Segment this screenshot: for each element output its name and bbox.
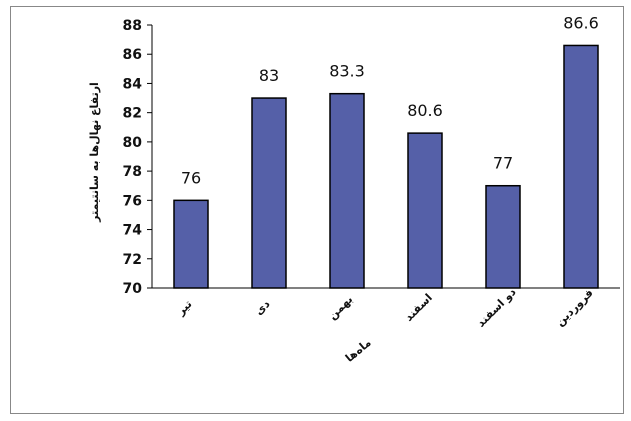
x-axis-title: ماه‌ها	[343, 336, 374, 365]
category-label: تیر	[174, 297, 195, 318]
y-axis-title: ارتفاع نهال‌ها به سانتیمتر	[88, 82, 101, 223]
bar	[251, 97, 287, 289]
data-label: 86.6	[563, 13, 599, 32]
data-label: 83	[259, 66, 279, 85]
bar	[563, 44, 599, 289]
data-label: 80.6	[407, 101, 443, 120]
y-axis-ticks: 70 72 74 76 78 80 82 84 86 88	[123, 18, 152, 297]
y-tick-label: 80	[123, 135, 143, 151]
category-labels: تیر دی بهمن اسفند دو اسفند فروردین	[174, 285, 596, 330]
data-label: 83.3	[329, 62, 365, 81]
bar	[329, 92, 365, 289]
y-tick-label: 84	[123, 76, 143, 92]
bar	[173, 199, 209, 289]
y-tick-label: 82	[123, 106, 142, 122]
category-label: فروردین	[553, 286, 595, 328]
data-label: 76	[181, 168, 201, 187]
data-label: 77	[493, 154, 513, 173]
y-tick-label: 72	[123, 252, 142, 268]
y-tick-label: 78	[123, 164, 142, 180]
y-tick-label: 70	[123, 281, 143, 297]
bar	[485, 184, 521, 289]
category-label: اسفند	[402, 291, 435, 324]
data-labels: 76 83 83.3 80.6 77 86.6	[181, 13, 599, 187]
category-label: دی	[252, 297, 273, 318]
category-label: بهمن	[326, 293, 355, 322]
y-tick-label: 88	[123, 18, 142, 34]
chart-frame	[10, 6, 624, 414]
y-tick-label: 76	[123, 193, 142, 209]
category-label: دو اسفند	[474, 285, 519, 330]
bars	[173, 44, 599, 289]
y-tick-label: 74	[123, 223, 143, 239]
bar	[407, 132, 443, 289]
y-tick-label: 86	[123, 47, 142, 63]
